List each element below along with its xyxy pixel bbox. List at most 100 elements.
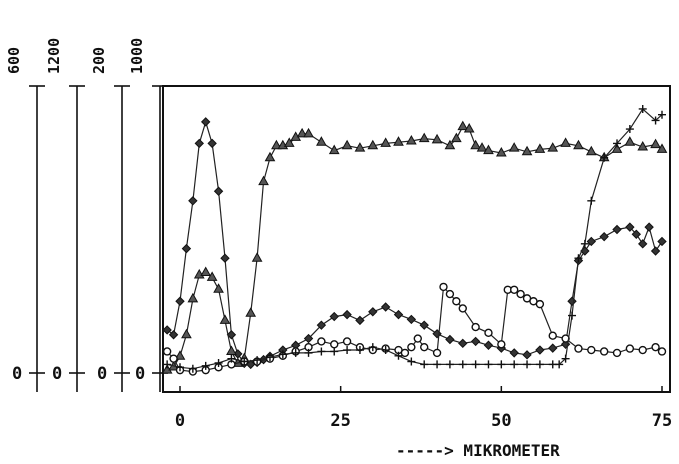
series-circle-point: [548, 331, 557, 340]
series-plus-point: [568, 311, 577, 320]
series-triangle-point: [470, 139, 481, 150]
series-triangle-point: [316, 136, 327, 146]
series-plus-point: [304, 348, 313, 357]
series-plus-point: [658, 110, 666, 119]
series-triangle-point: [406, 134, 417, 145]
series-plus-point: [420, 360, 429, 369]
series-circle-point: [651, 342, 660, 352]
series-plus-point: [394, 351, 403, 360]
scale-a3-max-label: 200: [90, 47, 108, 74]
series-triangle-point: [476, 142, 488, 152]
series-diamond-point: [329, 311, 339, 322]
x-tick-label-75: 75: [652, 411, 672, 431]
series-plus-point: [600, 153, 609, 162]
series-triangle-point: [585, 145, 597, 156]
series-triangle-point: [656, 143, 668, 153]
series-diamond-point: [586, 236, 597, 247]
series-diamond-point: [644, 222, 654, 232]
series-circle-point: [471, 322, 480, 332]
series-diamond-point: [419, 320, 429, 330]
series-circle-point: [599, 347, 609, 356]
scale-a4-zero-label: 0: [135, 364, 145, 384]
series-plus-point: [317, 347, 326, 356]
series-diamond-point: [380, 302, 391, 312]
series-diamond-point: [175, 296, 185, 306]
series-diamond-point: [342, 309, 352, 320]
series-circle-point: [625, 344, 635, 353]
series-plus-point: [638, 104, 647, 113]
series-plus: [163, 104, 666, 373]
scale-a4-max-label: 1000: [128, 38, 146, 74]
x-tick-label-25: 25: [330, 411, 350, 431]
series-circle-point: [587, 345, 596, 355]
x-tick-label-0: 0: [175, 411, 185, 431]
series-circle-point: [458, 304, 467, 313]
series-diamond-point: [188, 196, 198, 206]
series-diamond-point: [535, 345, 545, 355]
series-triangle-point: [495, 146, 507, 157]
plot-frame: [162, 85, 671, 393]
series-triangle-point: [341, 139, 353, 150]
series-triangle-point: [181, 328, 192, 339]
series-diamond-point: [194, 138, 204, 149]
series-diamond-point: [522, 350, 532, 360]
series-plus-point: [625, 125, 634, 134]
series-triangle-point: [187, 292, 199, 303]
series-plus-point: [484, 360, 493, 369]
series-triangle-point: [283, 137, 295, 147]
series-triangle-point: [444, 139, 456, 150]
series-diamond-point: [393, 309, 404, 320]
series-plus-point: [555, 360, 564, 369]
series-circle-point: [535, 299, 545, 309]
series-plus-point: [265, 353, 274, 362]
series-triangle-point: [431, 133, 443, 144]
series-triangle-point: [328, 144, 340, 155]
series-triangle-point: [508, 142, 520, 152]
series-circle-point: [169, 354, 178, 363]
series-diamond-point: [406, 314, 417, 325]
series-triangle-point: [521, 145, 533, 156]
series-plus-point: [445, 360, 454, 369]
series-triangle-line: [166, 125, 663, 371]
series-diamond-point: [638, 239, 648, 249]
series-triangle-point: [219, 314, 231, 324]
series-triangle-point: [393, 136, 404, 146]
series-plus-point: [163, 360, 172, 369]
series-plus-point: [201, 361, 210, 370]
x-axis-label: -----> MIKROMETER: [396, 441, 560, 460]
series-diamond-point: [162, 325, 172, 335]
series-diamond-point: [226, 330, 237, 340]
series-circle-point: [497, 340, 506, 349]
scale-a1-zero-label: 0: [12, 364, 22, 384]
series-diamond-point: [303, 333, 314, 344]
series-plus-point: [227, 354, 236, 363]
series-diamond-point: [316, 320, 327, 330]
series-diamond-point: [548, 343, 558, 353]
series-diamond-point: [470, 336, 481, 347]
series-circle-point: [162, 347, 172, 356]
series-diamond-point: [625, 222, 635, 232]
series-plus-point: [368, 343, 377, 352]
series-plus-point: [580, 239, 589, 248]
series-triangle-point: [213, 283, 224, 293]
series-diamond-point: [355, 315, 365, 326]
series-triangle-point: [226, 345, 237, 355]
scale-a2-max-label: 1200: [45, 38, 63, 74]
series-diamond-point: [631, 229, 642, 239]
series-diamond-point: [432, 329, 442, 339]
series-circle-point: [516, 289, 525, 299]
series-triangle-point: [534, 143, 546, 153]
series-circle-point: [317, 337, 326, 346]
series-diamond-point: [483, 340, 494, 350]
series-plus-point: [278, 350, 287, 359]
series-diamond-point: [200, 117, 211, 127]
series-plus-point: [343, 346, 352, 355]
series-circle-point: [445, 289, 455, 299]
series-diamond: [162, 117, 667, 370]
series-plus-point: [458, 360, 467, 369]
series-triangle-point: [547, 142, 559, 152]
series-diamond-point: [458, 338, 468, 349]
series-triangle-point: [258, 175, 269, 186]
series-diamond-point: [612, 224, 622, 235]
series-diamond-point: [220, 253, 230, 263]
